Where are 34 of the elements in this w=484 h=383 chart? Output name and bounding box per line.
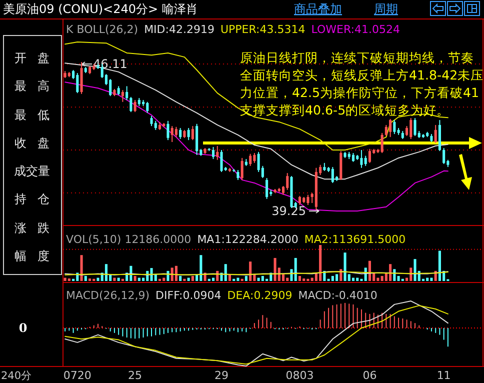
text: 开盘 xyxy=(14,51,60,65)
x-tick-label: 0720 xyxy=(63,369,92,382)
text: 成交量 xyxy=(14,164,50,178)
annotation: 39.25 xyxy=(272,204,306,218)
annotation: 力位置，42.5为操作防守位，下方看破41 xyxy=(240,85,480,100)
text: LOWER:41.0524 xyxy=(311,23,400,36)
text: 商品叠加 xyxy=(294,2,342,16)
chart-title: MACD(26,12,9) xyxy=(66,289,150,302)
text: 涨跌 xyxy=(14,221,60,235)
text: DEA:0.2909 xyxy=(227,289,292,302)
text: MA2:113691.5000 xyxy=(304,233,406,246)
x-tick-label: 29 xyxy=(214,369,229,382)
x-tick-label: 11 xyxy=(436,369,451,382)
text: 最低 xyxy=(14,108,60,122)
x-tick-label: 0803 xyxy=(286,369,314,382)
text: MID:42.2919 xyxy=(144,23,214,36)
chart-title: VOL(5,10) 12186.0000 xyxy=(66,233,192,246)
text: 240分 xyxy=(1,370,32,382)
annotation: 原油日线打阴，连续下破短期均线，节奏 xyxy=(240,50,474,65)
chart-title: 美原油09 (CONU)<240分> 喻泽肖 xyxy=(3,2,198,16)
x-tick-label: 25 xyxy=(128,369,142,382)
annotation: 全面转向空头，短线反弹上方41.8-42未压 xyxy=(240,68,484,82)
annotation: MACD:-0.4010 xyxy=(298,289,378,302)
text: UPPER:43.5314 xyxy=(220,23,306,36)
ref-line-label: 0 xyxy=(18,321,28,335)
text: 持仓 xyxy=(14,192,60,206)
chart-subtitle: K BOLL(26,2) xyxy=(66,23,138,36)
text: MA1:122284.2000 xyxy=(197,233,298,246)
text: 最高 xyxy=(14,79,60,93)
text: 幅度 xyxy=(14,249,60,263)
text: 周期 xyxy=(374,2,398,16)
text: DIFF:0.0904 xyxy=(156,289,222,302)
text: 收盘 xyxy=(14,136,60,150)
x-tick-label: 06 xyxy=(362,369,377,382)
